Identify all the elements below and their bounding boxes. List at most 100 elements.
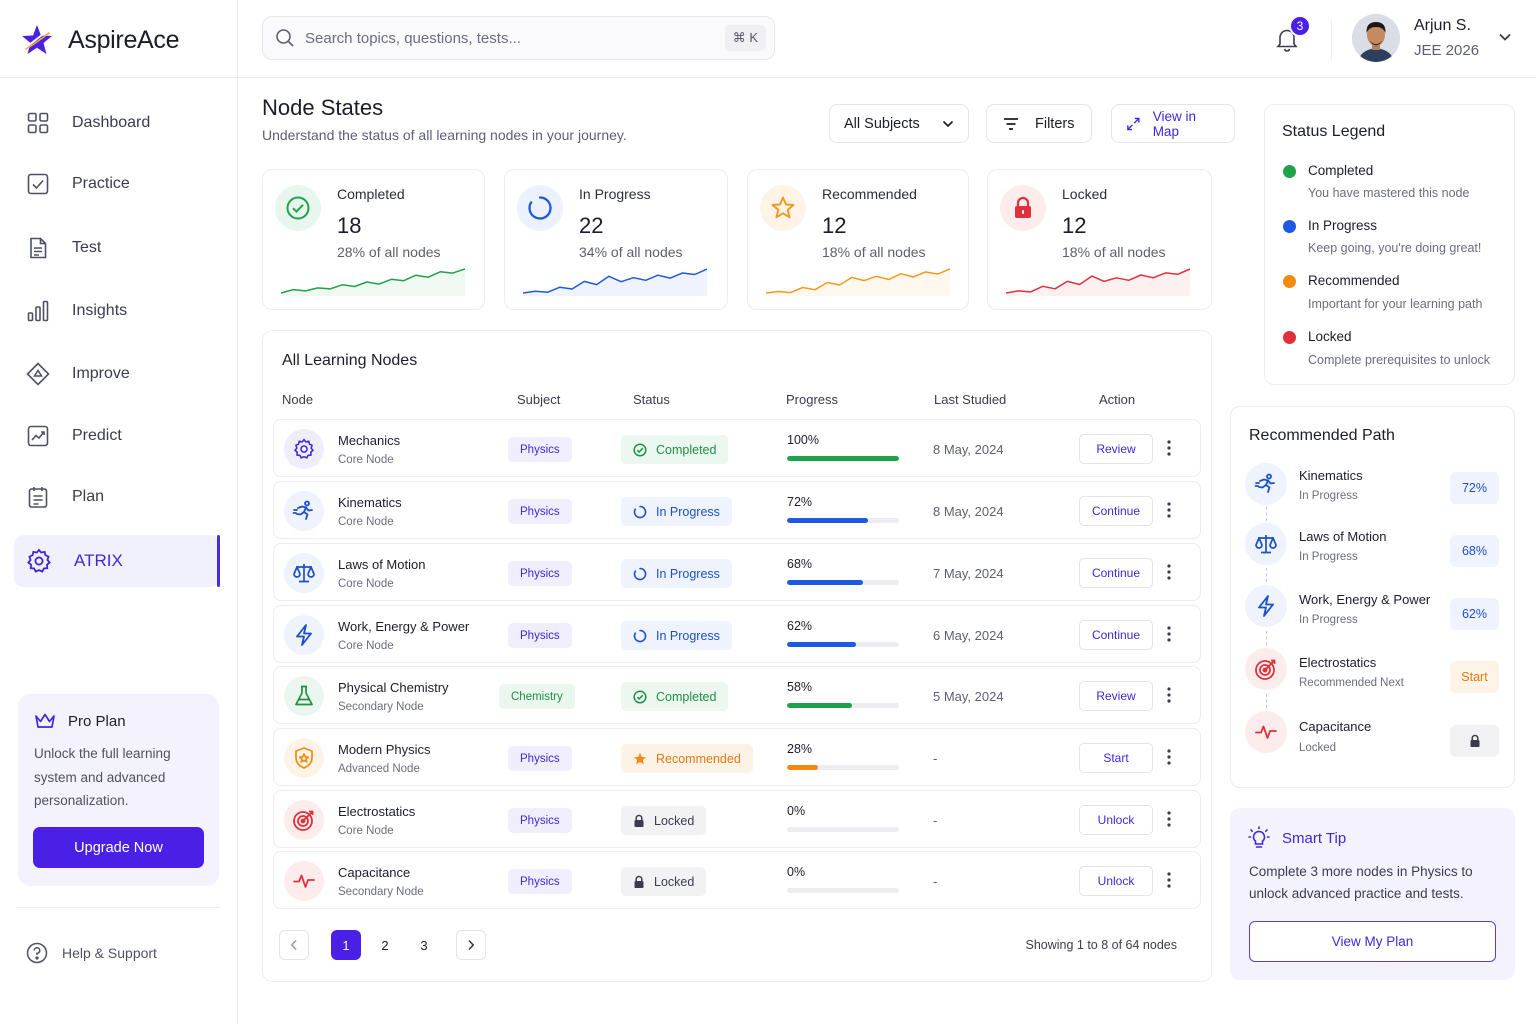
legend-description: Complete prerequisites to unlock [1308, 353, 1491, 367]
view-my-plan-button[interactable]: View My Plan [1249, 921, 1496, 962]
node-icon [284, 615, 324, 655]
continue-button[interactable]: Continue [1079, 558, 1153, 588]
page-1-button[interactable]: 1 [331, 930, 361, 960]
path-item-progress: 72% [1450, 472, 1499, 504]
progress-label: 0% [787, 804, 806, 818]
previous-page-button[interactable] [279, 930, 309, 960]
path-item-name[interactable]: Kinematics [1299, 468, 1363, 483]
search-bar[interactable]: ⌘ K [262, 16, 775, 60]
progress-bar [787, 827, 899, 832]
node-type: Core Node [338, 516, 394, 528]
sparkline-area [523, 269, 707, 296]
view-in-map-button[interactable]: View in Map [1111, 104, 1235, 143]
lock-icon [1015, 196, 1031, 218]
more-vertical-icon [1167, 626, 1171, 642]
status-legend-card: Status Legend Completed You have mastere… [1264, 104, 1515, 385]
search-input[interactable] [305, 29, 725, 47]
path-item-progress: 62% [1450, 598, 1499, 630]
path-item-name[interactable]: Electrostatics [1299, 655, 1377, 670]
next-page-button[interactable] [456, 930, 486, 960]
stat-note: 28% of all nodes [337, 244, 441, 260]
table-row[interactable]: Laws of Motion Core Node Physics In Prog… [273, 543, 1201, 601]
row-menu-button[interactable] [1167, 687, 1171, 703]
path-item-name[interactable]: Work, Energy & Power [1299, 592, 1431, 607]
sidebar-item-practice[interactable]: Practice [14, 158, 220, 210]
row-menu-button[interactable] [1167, 502, 1171, 518]
subject-badge: Chemistry [499, 684, 575, 709]
continue-button[interactable]: Continue [1079, 620, 1153, 650]
row-menu-button[interactable] [1167, 749, 1171, 765]
star-icon [634, 752, 646, 764]
brand[interactable]: AspireAce [20, 22, 180, 58]
sidebar-item-test[interactable]: Test [14, 222, 220, 274]
progress-bar [787, 765, 899, 770]
unlock-button[interactable]: Unlock [1079, 866, 1153, 896]
progress-fill [787, 765, 819, 770]
avatar[interactable] [1352, 14, 1400, 62]
sidebar-item-improve[interactable]: Improve [14, 348, 220, 400]
table-row[interactable]: Modern Physics Advanced Node Physics Rec… [273, 728, 1201, 786]
path-item-progress: 68% [1450, 535, 1499, 567]
path-item-icon [1245, 585, 1287, 627]
unlock-button[interactable]: Unlock [1079, 805, 1153, 835]
sparkline-line [766, 268, 950, 294]
sidebar-item-predict[interactable]: Predict [14, 410, 220, 462]
page-2-button[interactable]: 2 [381, 937, 389, 953]
node-type: Core Node [338, 640, 394, 652]
row-menu-button[interactable] [1167, 811, 1171, 827]
status-badge: In Progress [621, 497, 732, 526]
stat-card-in-progress: In Progress 22 34% of all nodes [504, 169, 728, 310]
subject-filter-dropdown[interactable]: All Subjects [829, 104, 969, 143]
filters-label: Filters [1035, 115, 1075, 132]
path-start-button[interactable]: Start [1450, 661, 1499, 693]
table-row[interactable]: Kinematics Core Node Physics In Progress… [273, 481, 1201, 539]
filters-button[interactable]: Filters [986, 104, 1092, 143]
row-menu-button[interactable] [1167, 564, 1171, 580]
progress-label: 28% [787, 742, 813, 756]
stat-card-locked: Locked 12 18% of all nodes [987, 169, 1212, 310]
table-row[interactable]: Mechanics Core Node Physics Completed 10… [273, 419, 1201, 477]
stat-icon [760, 185, 806, 231]
node-icon [284, 491, 324, 531]
node-type: Core Node [338, 454, 394, 466]
lightning-icon [1258, 595, 1274, 617]
last-studied-date: 6 May, 2024 [933, 628, 1004, 643]
table-row[interactable]: Capacitance Secondary Node Physics Locke… [273, 851, 1201, 909]
table-row[interactable]: Physical Chemistry Secondary Node Chemis… [273, 666, 1201, 724]
expand-icon [1127, 117, 1140, 130]
search-icon [276, 29, 294, 47]
review-button[interactable]: Review [1079, 681, 1153, 711]
progress-ring-icon [633, 629, 647, 642]
review-button[interactable]: Review [1079, 434, 1153, 464]
table-row[interactable]: Work, Energy & Power Core Node Physics I… [273, 605, 1201, 663]
sidebar-item-plan[interactable]: Plan [14, 471, 220, 523]
path-item-name[interactable]: Laws of Motion [1299, 529, 1387, 544]
table-row[interactable]: Electrostatics Core Node Physics Locked … [273, 790, 1201, 848]
path-item-state: In Progress [1299, 551, 1358, 563]
start-button[interactable]: Start [1079, 743, 1153, 773]
sidebar-item-dashboard[interactable]: Dashboard [14, 97, 220, 149]
row-menu-button[interactable] [1167, 626, 1171, 642]
search-shortcut-badge: ⌘ K [724, 25, 766, 51]
stat-note: 34% of all nodes [579, 244, 683, 260]
help-support-link[interactable]: Help & Support [26, 942, 157, 964]
sidebar-item-insights[interactable]: Insights [14, 285, 220, 337]
path-item-name[interactable]: Capacitance [1299, 719, 1372, 734]
crown-icon [35, 713, 55, 728]
sidebar-item-atrix[interactable]: ATRIX [14, 535, 220, 587]
lock-icon [1470, 734, 1479, 747]
path-item-state: Recommended Next [1299, 677, 1404, 689]
upgrade-now-button[interactable]: Upgrade Now [33, 827, 204, 868]
sidebar-item-label: Dashboard [72, 114, 151, 131]
node-type: Advanced Node [338, 763, 420, 775]
row-menu-button[interactable] [1167, 440, 1171, 456]
node-type: Core Node [338, 825, 394, 837]
page-3-button[interactable]: 3 [420, 937, 428, 953]
stat-icon [275, 185, 321, 231]
user-menu-toggle[interactable] [1498, 32, 1512, 42]
progress-fill [787, 518, 868, 523]
row-menu-button[interactable] [1167, 872, 1171, 888]
flask-icon [295, 685, 313, 706]
continue-button[interactable]: Continue [1079, 496, 1153, 526]
table-title: All Learning Nodes [282, 352, 418, 369]
